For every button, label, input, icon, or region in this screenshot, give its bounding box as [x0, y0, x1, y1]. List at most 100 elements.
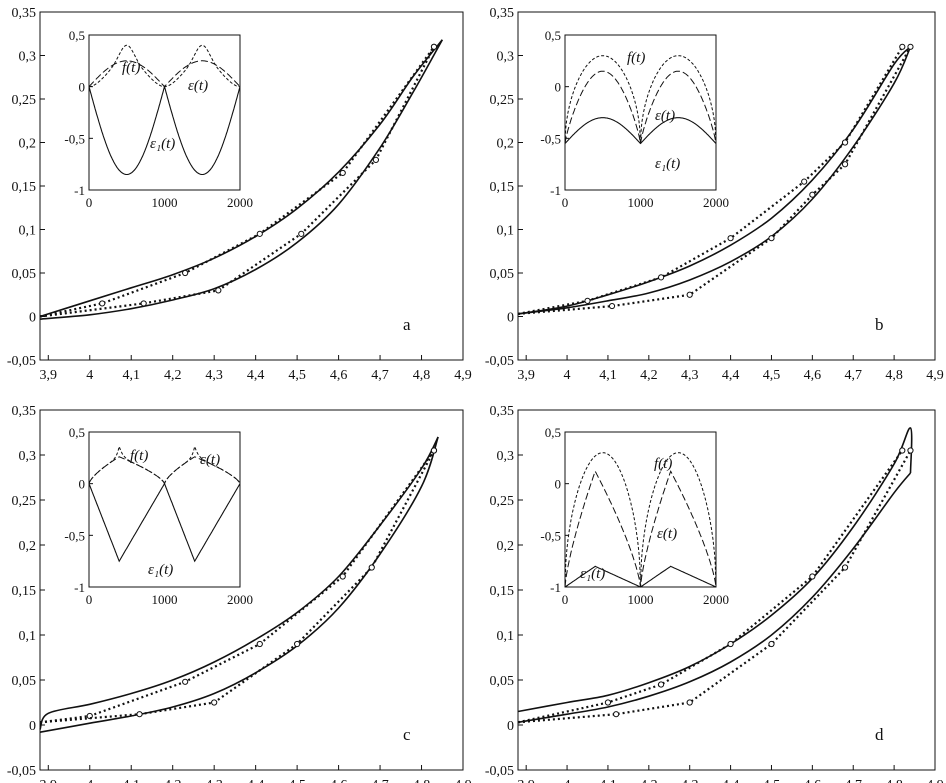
- y-tick-label: 0: [507, 719, 514, 734]
- data-point: [339, 573, 346, 580]
- inset-curve-eps: [88, 60, 241, 88]
- x-tick-label: 4,2: [640, 778, 658, 783]
- data-point: [215, 287, 222, 294]
- series-line-exp-lower: [39, 449, 435, 724]
- x-tick-label: 4,2: [164, 778, 182, 783]
- x-tick-label: 4,5: [763, 778, 781, 783]
- chart-panel-b: 3,9 4 4,1 4,2 4,3 4,4 4,5 4,6 4,7 4,8 4,9 -0,05 0 0,0…: [485, 6, 944, 383]
- y-tick-label: 0,25: [490, 494, 515, 509]
- y-tick-label: 0,15: [490, 584, 515, 599]
- data-point: [727, 640, 734, 648]
- inset-x-tick-label: 0: [86, 592, 93, 607]
- y-tick-label: 0: [29, 311, 36, 326]
- inset-x-tick-label: 0: [562, 592, 569, 607]
- inset-label-eps: ε(t): [200, 452, 220, 468]
- data-point: [182, 678, 189, 685]
- inset-y-tick-label: 0,5: [69, 28, 85, 43]
- data-point: [372, 156, 380, 163]
- data-point: [211, 699, 218, 706]
- series-line-model-upper: [517, 46, 912, 315]
- x-tick-label: 4,8: [885, 778, 903, 783]
- x-tick-label: 4: [564, 368, 571, 383]
- plot-frame: [39, 409, 464, 771]
- y-tick-label: 0,35: [12, 6, 37, 21]
- inset-y-tick-label: -1: [550, 580, 561, 595]
- inset-label-f: f(t): [654, 456, 672, 472]
- x-tick-label: 4,3: [205, 368, 223, 383]
- x-tick-label: 4,6: [330, 368, 348, 383]
- y-tick-label: 0,25: [490, 93, 515, 108]
- y-tick-label: 0,2: [19, 539, 37, 554]
- panel-label: d: [875, 725, 884, 744]
- inset-chart: 0 1000 2000 0,5 0 -0,5 -1 f(t) ε(t) ε₁(t): [540, 28, 729, 210]
- x-tick-label: 4,2: [164, 368, 182, 383]
- inset-frame: [88, 34, 241, 191]
- panel-label: b: [875, 315, 884, 334]
- data-point: [294, 640, 301, 648]
- inset-label-eps1: ε₁(t): [150, 136, 175, 152]
- x-tick-label: 3,9: [40, 368, 58, 383]
- data-point: [809, 191, 816, 198]
- y-tick-label: 0,3: [497, 50, 515, 65]
- inset-x-tick-label: 1000: [628, 592, 654, 607]
- data-point: [182, 269, 189, 277]
- x-tick-label: 4,7: [844, 368, 862, 383]
- y-tick-label: -0,05: [485, 764, 514, 779]
- data-point: [136, 711, 143, 718]
- x-tick-label: 4,9: [926, 368, 944, 383]
- x-tick-label: 4,9: [926, 778, 944, 783]
- y-tick-label: 0,25: [12, 494, 37, 509]
- x-tick-label: 4,1: [122, 778, 140, 783]
- inset-y-tick-label: 0,5: [545, 28, 561, 43]
- x-tick-label: 4,2: [640, 368, 658, 383]
- inset-label-eps1: ε₁(t): [148, 562, 173, 578]
- data-point: [686, 291, 693, 298]
- plot-frame: [517, 409, 936, 771]
- data-point: [613, 711, 620, 718]
- x-tick-label: 4,1: [122, 368, 140, 383]
- x-tick-label: 4,4: [247, 778, 265, 783]
- series-line-model-lower: [517, 472, 912, 724]
- series-line-exp-lower: [517, 46, 912, 315]
- x-tick-label: 3,9: [517, 778, 535, 783]
- x-tick-label: 4,9: [454, 368, 472, 383]
- data-point: [899, 447, 906, 454]
- inset-y-tick-label: 0: [555, 80, 562, 95]
- inset-curve-eps1: [564, 117, 717, 145]
- inset-label-f: f(t): [130, 448, 148, 464]
- chart-panel-d: 3,9 4 4,1 4,2 4,3 4,4 4,5 4,6 4,7 4,8 4,9 -0,05 0 0,0…: [485, 404, 944, 783]
- x-tick-label: 4,7: [844, 778, 862, 783]
- series-line-exp-upper: [517, 46, 904, 315]
- inset-x-tick-label: 2000: [703, 592, 729, 607]
- y-tick-label: 0,1: [19, 224, 37, 239]
- x-tick-label: 4: [86, 778, 93, 783]
- data-point: [608, 302, 616, 310]
- y-tick-label: 0,05: [490, 674, 515, 689]
- y-tick-label: 0,25: [12, 93, 37, 108]
- series-line-exp-lower: [39, 46, 435, 318]
- inset-label-eps: ε(t): [657, 526, 677, 542]
- chart-panel-c: 3,9 4 4,1 4,2 4,3 4,4 4,5 4,6 4,7 4,8 4,9 -0,05 0 0,0…: [7, 404, 472, 783]
- y-tick-label: 0,15: [12, 180, 37, 195]
- panel-label: a: [403, 315, 411, 334]
- data-point: [907, 43, 914, 50]
- inset-x-tick-label: 0: [562, 195, 569, 210]
- inset-frame: [564, 34, 717, 191]
- inset-y-tick-label: -0,5: [64, 131, 85, 146]
- x-tick-label: 4,8: [413, 368, 431, 383]
- inset-frame: [564, 431, 717, 588]
- inset-y-tick-label: -1: [550, 183, 561, 198]
- data-point: [430, 43, 438, 50]
- data-point: [140, 300, 147, 307]
- plot-frame: [517, 11, 936, 361]
- y-tick-label: 0,2: [497, 539, 515, 554]
- data-point: [841, 161, 849, 168]
- inset-y-tick-label: 0,5: [545, 425, 561, 440]
- inset-curve-f: [564, 55, 717, 144]
- x-tick-label: 4,6: [330, 778, 348, 783]
- data-point: [841, 139, 849, 146]
- y-tick-label: 0,1: [497, 629, 515, 644]
- y-tick-label: 0,35: [490, 6, 515, 21]
- data-point: [657, 681, 665, 688]
